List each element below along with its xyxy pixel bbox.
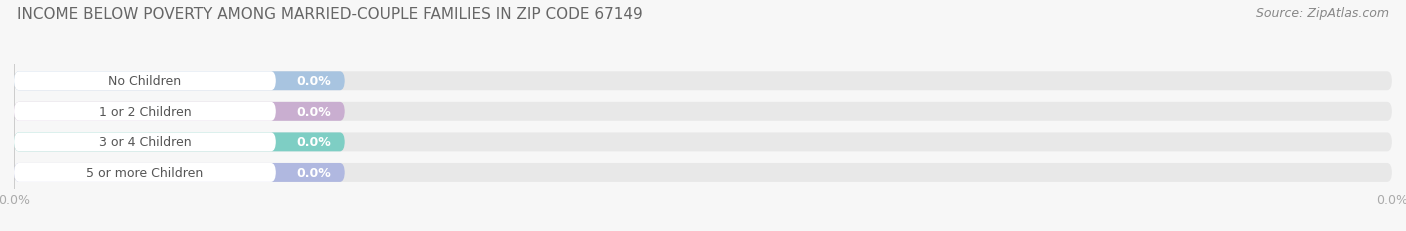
Text: 0.0%: 0.0% — [297, 75, 330, 88]
Text: No Children: No Children — [108, 75, 181, 88]
FancyBboxPatch shape — [14, 72, 1392, 91]
Text: INCOME BELOW POVERTY AMONG MARRIED-COUPLE FAMILIES IN ZIP CODE 67149: INCOME BELOW POVERTY AMONG MARRIED-COUPL… — [17, 7, 643, 22]
FancyBboxPatch shape — [14, 72, 344, 91]
FancyBboxPatch shape — [14, 163, 276, 182]
Text: 5 or more Children: 5 or more Children — [86, 166, 204, 179]
Text: 0.0%: 0.0% — [297, 166, 330, 179]
FancyBboxPatch shape — [14, 133, 276, 152]
FancyBboxPatch shape — [14, 102, 276, 121]
Text: 3 or 4 Children: 3 or 4 Children — [98, 136, 191, 149]
FancyBboxPatch shape — [14, 102, 1392, 121]
FancyBboxPatch shape — [14, 163, 1392, 182]
FancyBboxPatch shape — [14, 72, 276, 91]
FancyBboxPatch shape — [14, 102, 344, 121]
Text: Source: ZipAtlas.com: Source: ZipAtlas.com — [1256, 7, 1389, 20]
Text: 1 or 2 Children: 1 or 2 Children — [98, 105, 191, 118]
Text: 0.0%: 0.0% — [297, 105, 330, 118]
FancyBboxPatch shape — [14, 163, 344, 182]
Text: 0.0%: 0.0% — [297, 136, 330, 149]
FancyBboxPatch shape — [14, 133, 1392, 152]
FancyBboxPatch shape — [14, 133, 344, 152]
